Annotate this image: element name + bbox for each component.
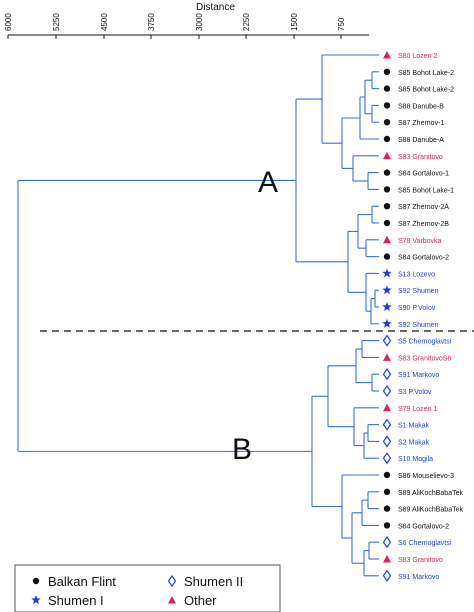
shumen-ii-marker-icon [382,569,392,582]
leaf-label: S92 Shumen [398,322,439,329]
leaf-label: S79 Lozen 1 [398,406,437,413]
axis-tick-label: 1500 [290,13,299,31]
balkan-flint-marker-icon [383,102,391,109]
axis-ticks: 6000 5250 4500 3750 3000 2250 1500 750 [4,13,346,39]
leaf-label: S10 Mogila [398,456,433,463]
cluster-label-b: B [232,433,252,466]
balkan-flint-marker-icon [383,253,391,260]
leaf-label: S87 Zhernov-2A [398,204,449,211]
leaf-label: S89 AliKochBabaTek [398,507,463,514]
axis-tick-label: 4500 [100,13,109,31]
shumen-i-marker-icon [382,268,392,278]
balkan-flint-marker-icon [383,119,391,126]
leaf-label: S85 Bohot Lake-2 [398,70,454,77]
legend-label: Shumen I [48,593,104,608]
other-marker-icon [383,403,391,412]
balkan-flint-marker-icon [383,471,391,479]
leaf-label: S86 Mouselievo-3 [398,473,454,480]
shumen-ii-marker-icon [382,384,392,398]
leaf-label: S6 Chernoglavtsi [398,540,452,547]
legend-box [14,564,281,612]
balkan-flint-marker-icon [383,522,391,529]
leaf-label: S83 GranitovoS6 [398,355,451,362]
legend-label: Shumen II [184,574,243,589]
leaf-label: S83 Granitovo [398,154,443,161]
balkan-flint-marker-icon [383,219,391,227]
axis-title: Distance [196,2,235,13]
other-marker-icon [383,235,391,244]
other-marker-icon [383,555,391,563]
leaf-label: S13 Lozevo [398,271,435,278]
leaf-label: S80 Lozen 2 [398,53,437,60]
axis-tick-label: 6000 [4,13,13,31]
leaf-label: S5 Chernoglavtsi [398,339,452,346]
shumen-i-marker-icon [382,302,392,312]
balkan-flint-marker-icon [383,505,391,512]
balkan-flint-legend-icon [32,577,40,585]
legend-label: Other [184,593,217,608]
leaf-label: S3 P.Volov [398,389,432,396]
balkan-flint-marker-icon [383,68,391,76]
leaf-label: S91 Markovo [398,574,439,581]
shumen-ii-marker-icon [382,435,392,448]
shumen-ii-marker-icon [382,536,392,549]
leaf-label: S83 Granitovo [398,557,443,564]
shumen-ii-marker-icon [382,452,392,465]
leaf-label: S78 Varbovka [398,238,442,245]
axis-tick-label: 3000 [195,13,204,31]
axis-tick-label: 750 [337,17,346,31]
axis-tick-label: 5250 [52,13,61,31]
leaf-label: S2 Makak [398,439,430,446]
shumen-ii-marker-icon [382,418,392,431]
axis-tick-label: 3750 [147,13,156,31]
shumen-ii-marker-icon [382,334,392,347]
balkan-flint-marker-icon [383,85,391,92]
balkan-flint-marker-icon [383,135,391,143]
leaf-label: S90 P.Volov [398,305,436,312]
leaf-label: S87 Zhernov-2B [398,221,449,228]
balkan-flint-marker-icon [383,488,391,495]
axis-tick-label: 2250 [242,13,251,31]
leaf-labels: S80 Lozen 2 S85 Bohot Lake-2 S85 Bohot Lak… [382,51,463,582]
leaf-label: S85 Bohot Lake-1 [398,187,454,194]
leaf-label: S92 Shumen [398,288,439,295]
cluster-label-a: A [258,166,278,199]
leaf-label: S84 Gortalovo-1 [398,171,449,178]
other-marker-icon [383,353,391,361]
shumen-ii-marker-icon [382,368,392,381]
leaf-label: S91 Markovo [398,372,439,379]
leaf-label: S84 Gortalovo-2 [398,255,449,262]
leaf-label: S85 Bohot Lake-2 [398,87,454,94]
balkan-flint-marker-icon [383,203,391,210]
legend: Balkan Flint Shumen II Shumen I Other [31,574,243,608]
shumen-i-marker-icon [382,285,392,295]
leaf-label: S89 AliKochBabaTek [398,490,463,497]
shumen-i-marker-icon [382,318,392,328]
leaf-label: S87 Zhernov-1 [398,120,444,127]
shumen-i-legend-icon [31,595,41,605]
balkan-flint-marker-icon [383,169,391,176]
leaf-label: S1 Makak [398,423,430,430]
dendrogram-branches [17,54,379,577]
leaf-label: S88 Danube-B [398,103,444,110]
legend-label: Balkan Flint [48,574,116,589]
other-marker-icon [383,51,391,59]
other-marker-icon [383,151,391,160]
leaf-label: S84 Gortalovo-2 [398,523,449,530]
leaf-label: S88 Danube-A [398,137,444,144]
other-legend-icon [168,596,176,604]
shumen-ii-legend-icon [167,574,177,588]
balkan-flint-marker-icon [383,186,391,193]
